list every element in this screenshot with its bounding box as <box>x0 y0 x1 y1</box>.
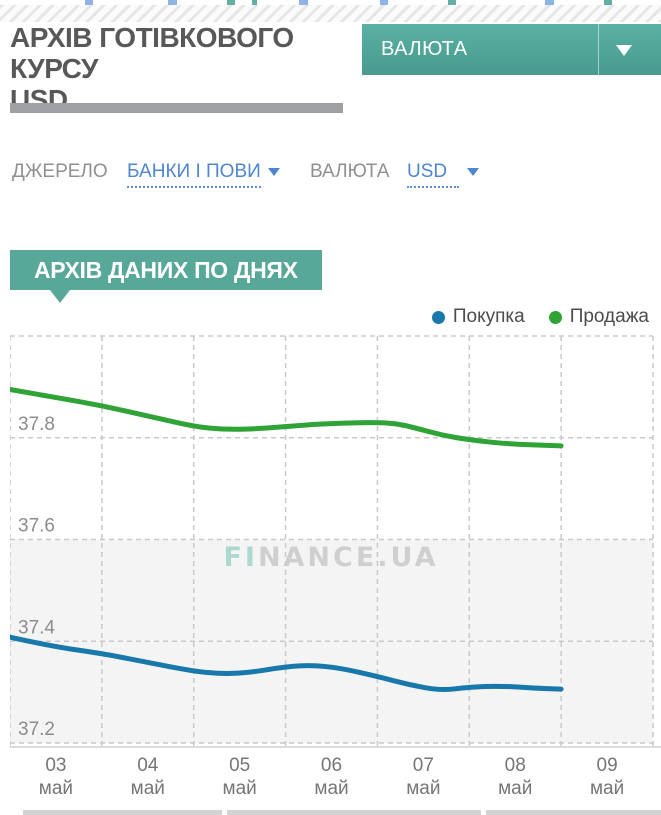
x-tick-month: май <box>39 778 73 799</box>
sell-dot-icon <box>548 310 562 324</box>
fragment <box>299 0 308 5</box>
legend-label-buy: Покупка <box>452 306 525 327</box>
x-tick-month: май <box>406 778 440 799</box>
striped-divider <box>0 5 661 22</box>
y-tick-label: 37.4 <box>18 617 55 638</box>
fragment <box>85 0 93 5</box>
next-section-border <box>227 810 481 815</box>
chart-legend: Покупка Продажа <box>431 306 649 328</box>
x-tick-day: 06 <box>321 755 342 776</box>
source-dropdown[interactable]: БАНКИ І ПОВИ <box>127 161 261 188</box>
page-title: АРХІВ ГОТІВКОВОГО КУРСУ USD <box>10 22 370 115</box>
source-chevron-down-icon[interactable] <box>268 168 280 176</box>
currency-dropdown-label: ВАЛЮТА <box>381 38 468 60</box>
currency-chevron-down-icon[interactable] <box>467 168 479 176</box>
legend-item-buy: Покупка <box>431 306 525 328</box>
chart-canvas: FINANCE.UA37.237.437.637.803май04май05ма… <box>7 335 661 799</box>
x-tick-day: 05 <box>229 755 250 776</box>
x-tick-month: май <box>498 778 532 799</box>
legend-label-sell: Продажа <box>569 306 649 327</box>
x-tick-day: 09 <box>597 755 618 776</box>
fragment <box>227 0 235 5</box>
x-tick-month: май <box>131 778 165 799</box>
series-line-Продажа <box>7 386 564 449</box>
y-tick-label: 37.8 <box>18 414 55 435</box>
x-tick-month: май <box>590 778 624 799</box>
title-underline <box>10 103 343 113</box>
y-tick-label: 37.6 <box>18 516 55 537</box>
fragment <box>448 0 456 5</box>
next-section-border <box>486 810 661 815</box>
fragment <box>252 0 257 5</box>
page-title-line1: АРХІВ ГОТІВКОВОГО КУРСУ <box>10 22 294 84</box>
filter-row: ДЖЕРЕЛО БАНКИ І ПОВИ ВАЛЮТА USD <box>0 158 661 192</box>
currency-dropdown-button[interactable]: ВАЛЮТА <box>362 24 661 75</box>
source-label: ДЖЕРЕЛО <box>12 161 108 182</box>
fragment <box>168 0 177 5</box>
y-tick-label: 37.2 <box>18 719 55 740</box>
x-tick-day: 08 <box>505 755 526 776</box>
x-tick-day: 03 <box>45 755 66 776</box>
currency-label: ВАЛЮТА <box>310 161 390 182</box>
fragment <box>604 0 612 5</box>
x-tick-day: 04 <box>137 755 159 776</box>
section-tag-archive-by-days: АРХІВ ДАНИХ ПО ДНЯХ <box>10 250 322 303</box>
legend-item-sell: Продажа <box>548 306 649 328</box>
chevron-down-icon[interactable] <box>616 45 632 56</box>
fragment <box>545 0 554 5</box>
x-tick-day: 07 <box>413 755 434 776</box>
x-tick-month: май <box>314 778 348 799</box>
buy-dot-icon <box>431 310 445 324</box>
exchange-rate-chart: FINANCE.UA 37.2 37.4 37.6 37.8 03 май 04 май 05 ма… <box>7 330 661 808</box>
next-section-border <box>23 810 222 815</box>
fragment <box>380 0 388 5</box>
x-tick-month: май <box>223 778 257 799</box>
button-separator <box>598 24 599 75</box>
finance-ua-watermark: FINANCE.UA <box>223 542 438 573</box>
series-line-Покупка <box>7 634 564 693</box>
currency-dropdown[interactable]: USD <box>407 161 460 188</box>
